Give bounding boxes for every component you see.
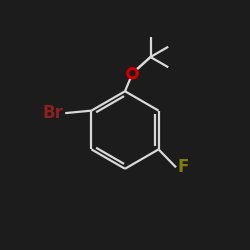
Text: Br: Br	[42, 104, 63, 122]
Circle shape	[128, 68, 137, 78]
Text: F: F	[177, 158, 189, 176]
